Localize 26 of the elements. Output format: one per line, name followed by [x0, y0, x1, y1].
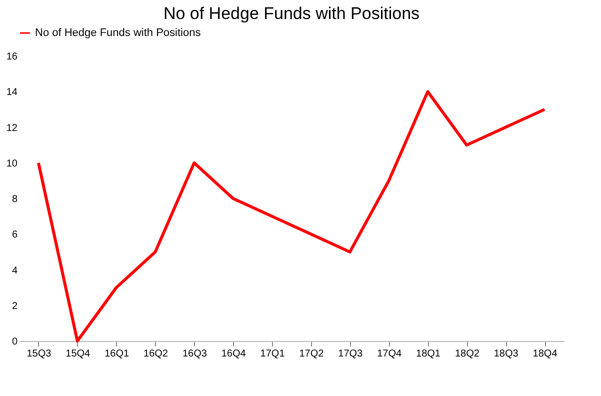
y-tick-label: 14 — [6, 87, 18, 98]
x-tick-label: 18Q4 — [532, 348, 558, 360]
x-tick-label: 17Q4 — [377, 348, 402, 360]
y-tick-label: 2 — [12, 300, 18, 312]
x-tick-label: 17Q1 — [260, 348, 286, 360]
x-tick-label: 18Q3 — [494, 348, 519, 360]
x-tick-label: 16Q1 — [104, 348, 130, 360]
y-tick-label: 8 — [12, 194, 18, 205]
x-tick-label: 17Q3 — [338, 348, 364, 360]
x-tick-label: 15Q3 — [26, 348, 52, 360]
line-series — [36, 90, 546, 342]
x-tick-label: 18Q1 — [416, 348, 441, 360]
x-tick-label: 16Q4 — [221, 348, 246, 360]
legend-label: No of Hedge Funds with Positions — [35, 27, 202, 39]
y-tick-label: 16 — [6, 52, 18, 62]
y-tick-label: 0 — [12, 336, 18, 348]
y-tick-label: 10 — [6, 158, 18, 170]
y-tick-label: 6 — [12, 230, 18, 241]
x-tick-label: 15Q4 — [66, 348, 91, 360]
x-tick-label: 16Q3 — [182, 348, 208, 360]
y-tick-label: 12 — [6, 122, 18, 134]
x-tick-label: 18Q2 — [454, 348, 480, 360]
chart-title: No of Hedge Funds with Positions — [163, 4, 420, 23]
x-tick-label: 17Q2 — [299, 348, 324, 360]
x-tick-label: 16Q2 — [144, 348, 168, 360]
y-tick-label: 4 — [12, 265, 18, 276]
